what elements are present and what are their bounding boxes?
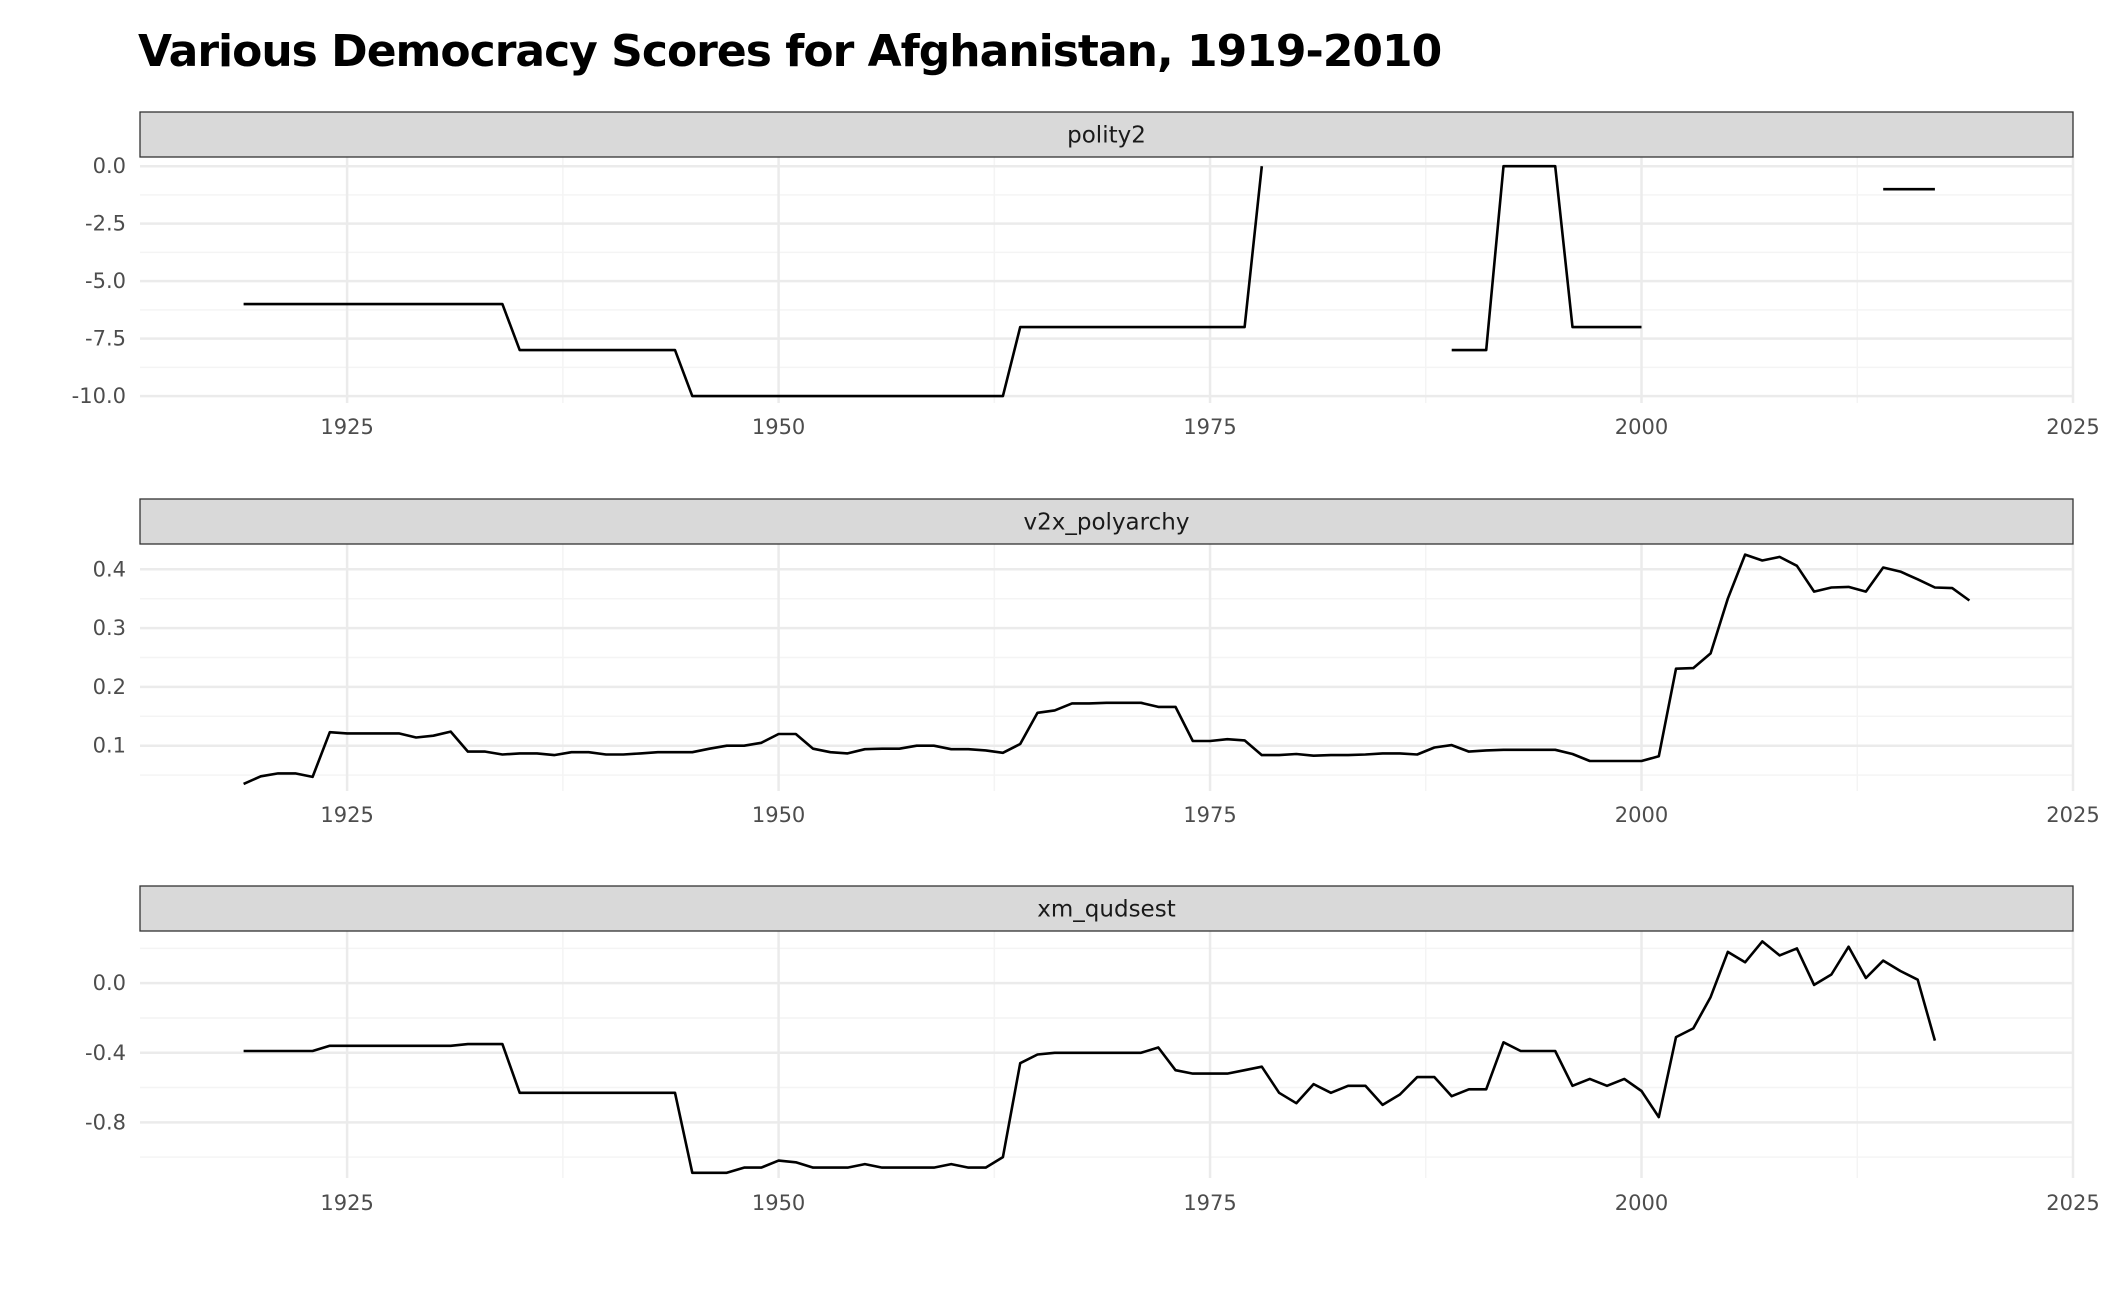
- x-tick-label: 1975: [1183, 803, 1236, 827]
- x-tick-label: 2000: [1615, 803, 1668, 827]
- y-tick-label: -7.5: [85, 327, 126, 351]
- x-tick-label: 1950: [752, 1191, 805, 1215]
- x-tick-label: 2025: [2046, 415, 2099, 439]
- facet-panel-xm_qudsest: xm_qudsest 0.0 -0.4 -0.8 1925 1950 1975 2000 202…: [85, 885, 2100, 1215]
- facet-panel-v2x_polyarchy: v2x_polyarchy 0.1 0.2 0.3 0.4 1925 1950 1975 200…: [93, 498, 2100, 827]
- x-tick-label: 2000: [1615, 1191, 1668, 1215]
- y-tick-label: -0.4: [85, 1041, 126, 1065]
- y-tick-label: 0.0: [93, 154, 126, 178]
- x-tick-label: 2025: [2046, 1191, 2099, 1215]
- y-tick-label: 0.1: [93, 734, 126, 758]
- series-line-polity2: [1451, 164, 1642, 352]
- x-tick-label: 2025: [2046, 803, 2099, 827]
- x-tick-label: 1975: [1183, 1191, 1236, 1215]
- y-tick-label: 0.0: [93, 971, 126, 995]
- facet-strip: [139, 498, 2074, 545]
- facet-strip-label: v2x_polyarchy: [1024, 510, 1190, 536]
- series-line-v2x_polyarchy: [243, 553, 1971, 786]
- x-tick-label: 1925: [320, 803, 373, 827]
- y-tick-label: 0.3: [93, 616, 126, 640]
- facet-strip: [139, 111, 2074, 158]
- x-tick-label: 2000: [1615, 415, 1668, 439]
- facet-strip-label: polity2: [1067, 123, 1146, 149]
- y-tick-label: 0.2: [93, 675, 126, 699]
- x-tick-label: 1925: [320, 415, 373, 439]
- y-tick-label: -10.0: [72, 384, 126, 408]
- x-tick-label: 1950: [752, 803, 805, 827]
- x-tick-label: 1950: [752, 415, 805, 439]
- facet-strip: [139, 885, 2074, 932]
- series-line-xm_qudsest: [243, 940, 1937, 1175]
- y-tick-label: -0.8: [85, 1110, 126, 1134]
- x-tick-label: 1925: [320, 1191, 373, 1215]
- facet-panel-polity2: polity2 0.0 -2.5 -5.0 -7.5 -10.0 1925 1950 1975 2…: [72, 111, 2100, 439]
- y-tick-label: -5.0: [85, 269, 126, 293]
- y-tick-label: -2.5: [85, 212, 126, 236]
- facet-strip-label: xm_qudsest: [1037, 897, 1175, 923]
- y-tick-label: 0.4: [93, 557, 126, 581]
- chart-title: Various Democracy Scores for Afghanistan…: [138, 26, 1442, 77]
- x-tick-label: 1975: [1183, 415, 1236, 439]
- series-line-polity2: [243, 166, 1264, 398]
